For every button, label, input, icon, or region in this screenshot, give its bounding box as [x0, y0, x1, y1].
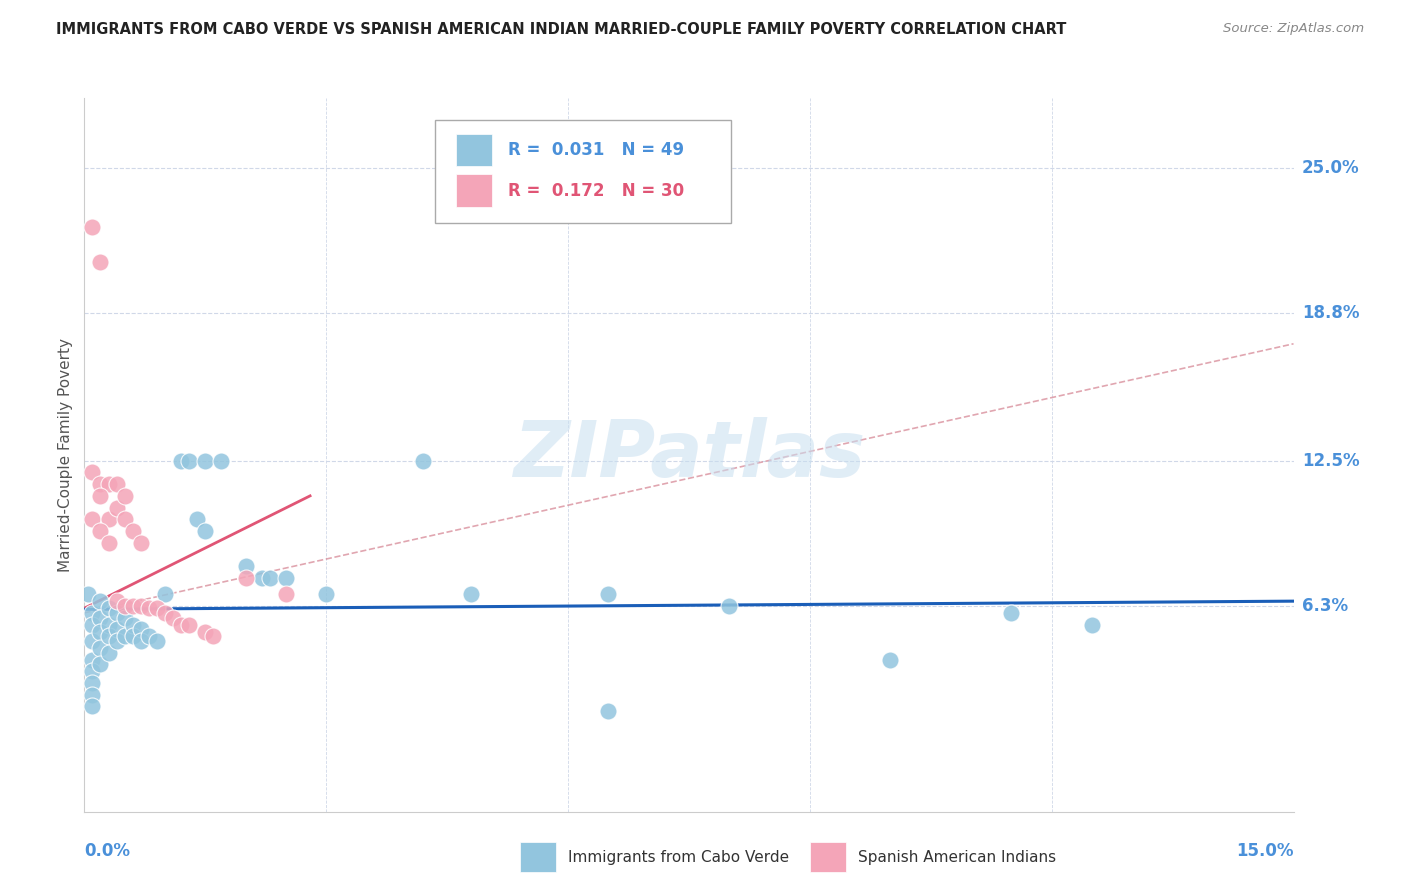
Point — [89, 610, 111, 624]
Point — [209, 454, 232, 468]
Point — [82, 665, 104, 679]
Point — [97, 646, 120, 660]
Point — [460, 587, 482, 601]
Point — [146, 601, 169, 615]
Point — [89, 640, 111, 655]
Text: R =  0.172   N = 30: R = 0.172 N = 30 — [508, 182, 683, 200]
Point — [89, 477, 111, 491]
Point — [114, 489, 136, 503]
Point — [121, 617, 143, 632]
Point — [129, 622, 152, 636]
Point — [138, 601, 160, 615]
Point — [89, 657, 111, 672]
Point — [97, 512, 120, 526]
Point — [879, 653, 901, 667]
Text: 0.0%: 0.0% — [84, 842, 131, 860]
Point — [194, 454, 217, 468]
Point — [82, 676, 104, 690]
Point — [105, 477, 128, 491]
Point — [315, 587, 337, 601]
Point — [1000, 606, 1022, 620]
Point — [82, 653, 104, 667]
Point — [274, 587, 297, 601]
Point — [412, 454, 434, 468]
Point — [186, 512, 208, 526]
Point — [82, 617, 104, 632]
Point — [138, 629, 160, 643]
Point — [89, 255, 111, 269]
Point — [170, 617, 193, 632]
Point — [114, 599, 136, 613]
Point — [97, 535, 120, 549]
Point — [162, 610, 184, 624]
FancyBboxPatch shape — [456, 134, 492, 166]
Point — [105, 594, 128, 608]
Point — [129, 634, 152, 648]
Point — [114, 629, 136, 643]
Text: 25.0%: 25.0% — [1302, 160, 1360, 178]
Point — [105, 622, 128, 636]
Point — [121, 599, 143, 613]
FancyBboxPatch shape — [456, 175, 492, 207]
Text: Immigrants from Cabo Verde: Immigrants from Cabo Verde — [568, 850, 789, 865]
Point — [194, 624, 217, 639]
Point — [82, 699, 104, 714]
Point — [235, 571, 257, 585]
Point — [82, 219, 104, 234]
Text: Source: ZipAtlas.com: Source: ZipAtlas.com — [1223, 22, 1364, 36]
Point — [718, 599, 741, 613]
Point — [97, 477, 120, 491]
Point — [82, 606, 104, 620]
Point — [1081, 617, 1104, 632]
Point — [179, 617, 201, 632]
Point — [194, 524, 217, 538]
Point — [105, 634, 128, 648]
Point — [114, 512, 136, 526]
Text: 15.0%: 15.0% — [1236, 842, 1294, 860]
Point — [82, 688, 104, 702]
Point — [129, 599, 152, 613]
Point — [97, 601, 120, 615]
Text: 12.5%: 12.5% — [1302, 451, 1360, 470]
FancyBboxPatch shape — [520, 842, 555, 872]
Point — [89, 594, 111, 608]
Point — [77, 587, 100, 601]
Point — [250, 571, 273, 585]
Point — [153, 587, 176, 601]
Point — [105, 500, 128, 515]
Point — [121, 629, 143, 643]
Point — [129, 535, 152, 549]
Point — [114, 610, 136, 624]
Text: R =  0.031   N = 49: R = 0.031 N = 49 — [508, 141, 683, 159]
Y-axis label: Married-Couple Family Poverty: Married-Couple Family Poverty — [58, 338, 73, 572]
Point — [89, 524, 111, 538]
Point — [105, 606, 128, 620]
Point — [179, 454, 201, 468]
Point — [121, 524, 143, 538]
Point — [170, 454, 193, 468]
Text: IMMIGRANTS FROM CABO VERDE VS SPANISH AMERICAN INDIAN MARRIED-COUPLE FAMILY POVE: IMMIGRANTS FROM CABO VERDE VS SPANISH AM… — [56, 22, 1067, 37]
Point — [598, 587, 620, 601]
FancyBboxPatch shape — [434, 120, 731, 223]
Point — [97, 629, 120, 643]
Point — [235, 559, 257, 574]
Text: 18.8%: 18.8% — [1302, 304, 1360, 322]
Text: Spanish American Indians: Spanish American Indians — [858, 850, 1056, 865]
Text: ZIPatlas: ZIPatlas — [513, 417, 865, 493]
Point — [82, 634, 104, 648]
Point — [89, 624, 111, 639]
FancyBboxPatch shape — [810, 842, 846, 872]
Text: 6.3%: 6.3% — [1302, 597, 1348, 615]
Point — [146, 634, 169, 648]
Point — [259, 571, 281, 585]
Point — [82, 512, 104, 526]
Point — [97, 617, 120, 632]
Point — [89, 489, 111, 503]
Point — [598, 704, 620, 718]
Point — [82, 466, 104, 480]
Point — [202, 629, 225, 643]
Point — [274, 571, 297, 585]
Point — [153, 606, 176, 620]
